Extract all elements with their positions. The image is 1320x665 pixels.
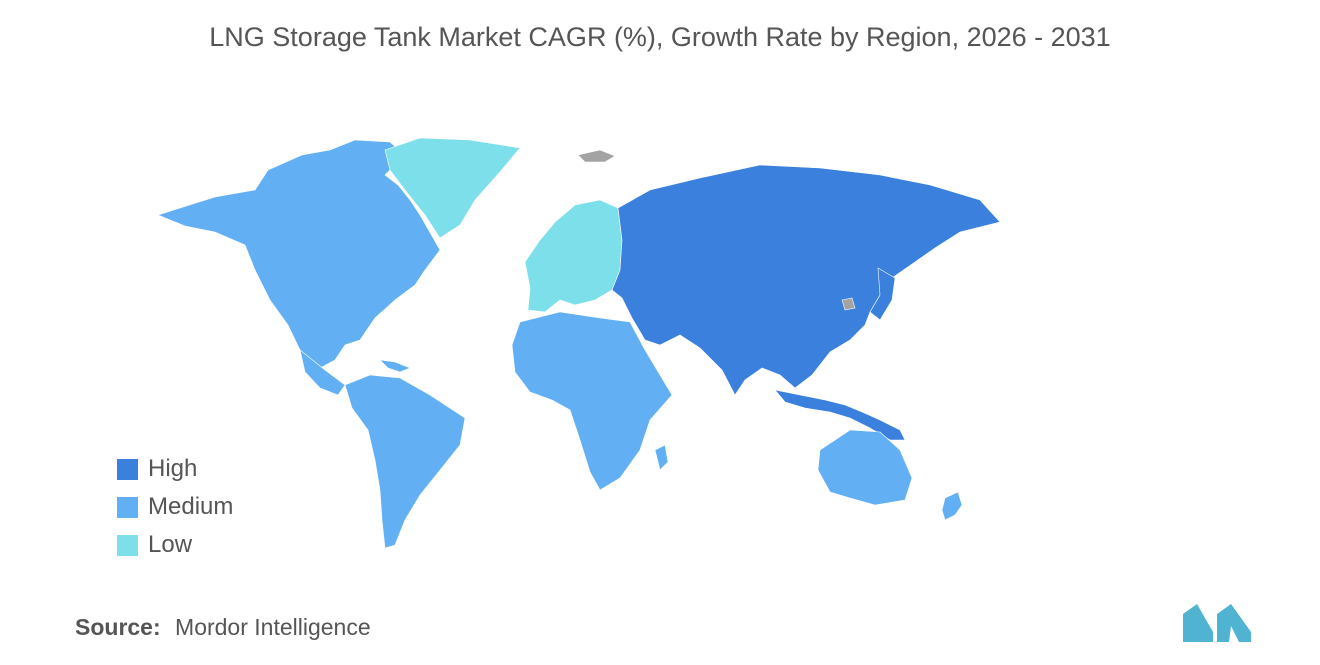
legend-item-medium: Medium — [117, 488, 233, 526]
legend-item-low: Low — [117, 526, 233, 564]
legend-swatch-low — [117, 534, 138, 556]
source-text: Mordor Intelligence — [175, 614, 371, 640]
region-north-america[interactable] — [157, 139, 441, 396]
region-no-data — [577, 149, 856, 311]
source-prefix: Source: — [75, 614, 161, 640]
region-europe[interactable] — [524, 199, 623, 313]
region-south-america[interactable] — [344, 374, 466, 549]
legend-item-high: High — [117, 450, 233, 488]
legend-label-low: Low — [148, 531, 193, 558]
map-title: LNG Storage Tank Market CAGR (%), Growth… — [209, 22, 1111, 52]
legend: High Medium Low — [117, 450, 233, 564]
region-oceania[interactable] — [817, 429, 963, 521]
region-greenland[interactable] — [384, 137, 521, 239]
region-asia[interactable] — [611, 164, 1001, 441]
source-line: Source: Mordor Intelligence — [75, 614, 371, 641]
legend-swatch-high — [117, 458, 138, 480]
legend-label-high: High — [148, 455, 198, 482]
legend-swatch-medium — [117, 496, 138, 518]
region-africa[interactable] — [511, 311, 673, 491]
mordor-intelligence-logo — [1183, 604, 1251, 642]
legend-label-medium: Medium — [148, 493, 234, 520]
